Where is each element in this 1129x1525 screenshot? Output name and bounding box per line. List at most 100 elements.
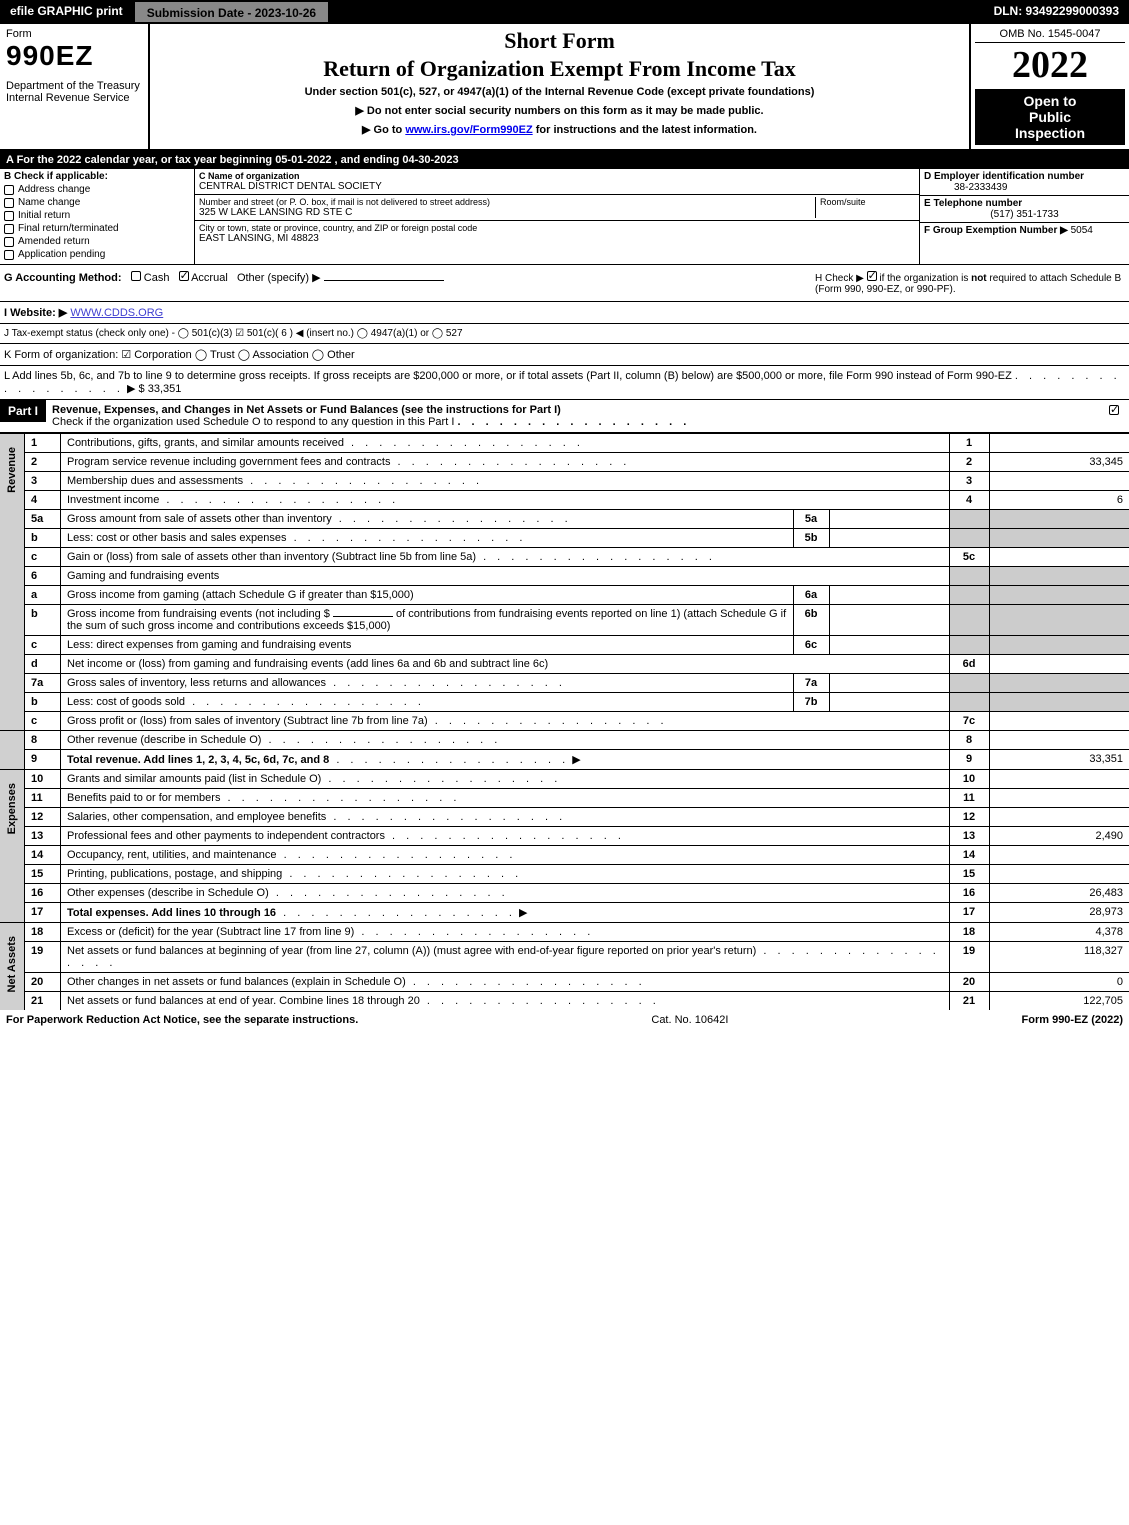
group-exemption-block: F Group Exemption Number ▶ 5054 [920, 223, 1129, 238]
right-num: 2 [949, 453, 989, 472]
checkbox-initial-return[interactable]: Initial return [4, 210, 190, 221]
line-num: 9 [25, 750, 61, 770]
grey-cell [989, 674, 1129, 693]
sidelabel-revenue: Revenue [0, 434, 25, 731]
irs-link[interactable]: www.irs.gov/Form990EZ [405, 124, 532, 136]
line-5c: c Gain or (loss) from sale of assets oth… [0, 548, 1129, 567]
checkbox-label: Application pending [18, 249, 105, 260]
line-desc: Less: cost or other basis and sales expe… [67, 532, 287, 544]
note-goto-pre: ▶ Go to [362, 124, 405, 136]
part1-title: Revenue, Expenses, and Changes in Net As… [46, 400, 1099, 432]
line-desc: Less: cost of goods sold [67, 696, 185, 708]
group-number: 5054 [1071, 225, 1093, 236]
line-desc: Program service revenue including govern… [67, 456, 390, 468]
note-ssn: ▶ Do not enter social security numbers o… [160, 104, 959, 117]
amount: 6 [989, 491, 1129, 510]
sub-amount [829, 693, 949, 712]
line-desc: Gross sales of inventory, less returns a… [67, 677, 326, 689]
line-num: b [25, 529, 61, 548]
header-right: OMB No. 1545-0047 2022 Open to Public In… [969, 24, 1129, 149]
website-label: I Website: ▶ [4, 307, 67, 319]
dots-filler [420, 995, 660, 1007]
line-13: 13 Professional fees and other payments … [0, 827, 1129, 846]
line-3: 3 Membership dues and assessments 3 [0, 472, 1129, 491]
line-num: c [25, 548, 61, 567]
checkbox-icon [4, 185, 14, 195]
checkbox-address-change[interactable]: Address change [4, 184, 190, 195]
dots-filler [269, 887, 509, 899]
line-num: 3 [25, 472, 61, 491]
h-text2: if the organization is [879, 273, 971, 284]
dots-filler [354, 926, 594, 938]
grey-cell [949, 605, 989, 636]
tax-year: 2022 [975, 43, 1125, 87]
footer-left: For Paperwork Reduction Act Notice, see … [6, 1014, 358, 1026]
line-desc: Other expenses (describe in Schedule O) [67, 887, 269, 899]
part1-check[interactable] [1099, 400, 1129, 422]
dots-filler [243, 475, 483, 487]
open-public: Open to Public Inspection [975, 89, 1125, 145]
right-num: 13 [949, 827, 989, 846]
name-label: C Name of organization [199, 171, 915, 181]
omb-number: OMB No. 1545-0047 [975, 28, 1125, 43]
line-desc: Less: direct expenses from gaming and fu… [67, 639, 351, 651]
grey-cell [989, 586, 1129, 605]
line-desc: Total expenses. Add lines 10 through 16 [67, 907, 276, 919]
line-num: 19 [25, 942, 61, 973]
grey-cell [989, 636, 1129, 655]
ein-block: D Employer identification number 38-2333… [920, 169, 1129, 196]
city-label: City or town, state or province, country… [199, 223, 915, 233]
dots-filler [159, 494, 399, 506]
line-2: 2 Program service revenue including gove… [0, 453, 1129, 472]
website-link[interactable]: WWW.CDDS.ORG [70, 307, 163, 319]
line-desc: Gaming and fundraising events [61, 567, 950, 586]
blank-input[interactable] [333, 616, 393, 617]
accrual-label: Accrual [191, 272, 228, 284]
line-desc: Benefits paid to or for members [67, 792, 220, 804]
grey-cell [949, 567, 989, 586]
sub-num: 7a [793, 674, 829, 693]
line-desc: Other changes in net assets or fund bala… [67, 976, 406, 988]
right-num: 8 [949, 731, 989, 750]
form-number: 990EZ [6, 40, 142, 72]
phone-block: E Telephone number (517) 351-1733 [920, 196, 1129, 223]
line-desc: Other revenue (describe in Schedule O) [67, 734, 261, 746]
topbar: efile GRAPHIC print Submission Date - 20… [0, 0, 1129, 24]
amount: 26,483 [989, 884, 1129, 903]
line-16: 16 Other expenses (describe in Schedule … [0, 884, 1129, 903]
submission-date: Submission Date - 2023-10-26 [133, 0, 330, 24]
checkbox-cash[interactable] [131, 271, 141, 281]
checkbox-amended-return[interactable]: Amended return [4, 236, 190, 247]
open-line3: Inspection [979, 125, 1121, 141]
sub-amount [829, 636, 949, 655]
checkbox-name-change[interactable]: Name change [4, 197, 190, 208]
checkbox-schedule-b[interactable] [867, 271, 877, 281]
line-desc: Occupancy, rent, utilities, and maintena… [67, 849, 277, 861]
checkbox-accrual[interactable] [179, 271, 189, 281]
checkbox-application-pending[interactable]: Application pending [4, 249, 190, 260]
line-num: 1 [25, 434, 61, 453]
dots-filler [220, 792, 460, 804]
right-num: 6d [949, 655, 989, 674]
grey-cell [989, 529, 1129, 548]
right-num: 5c [949, 548, 989, 567]
other-specify-input[interactable] [324, 280, 444, 281]
street-address: 325 W LAKE LANSING RD STE C [199, 207, 815, 218]
amount [989, 655, 1129, 674]
grey-cell [989, 693, 1129, 712]
dots-filler [476, 551, 716, 563]
checkbox-label: Address change [18, 184, 90, 195]
grey-cell [989, 605, 1129, 636]
line-7b: b Less: cost of goods sold 7b [0, 693, 1129, 712]
sub-num: 5a [793, 510, 829, 529]
amount: 33,345 [989, 453, 1129, 472]
grey-cell [949, 529, 989, 548]
form-header: Form 990EZ Department of the Treasury In… [0, 24, 1129, 151]
efile-print[interactable]: efile GRAPHIC print [0, 0, 133, 24]
col-b-checkboxes: B Check if applicable: Address change Na… [0, 169, 195, 264]
line-num: 17 [25, 903, 61, 923]
dots-filler [390, 456, 630, 468]
amount [989, 846, 1129, 865]
checkbox-final-return[interactable]: Final return/terminated [4, 223, 190, 234]
line-desc: Excess or (deficit) for the year (Subtra… [67, 926, 354, 938]
